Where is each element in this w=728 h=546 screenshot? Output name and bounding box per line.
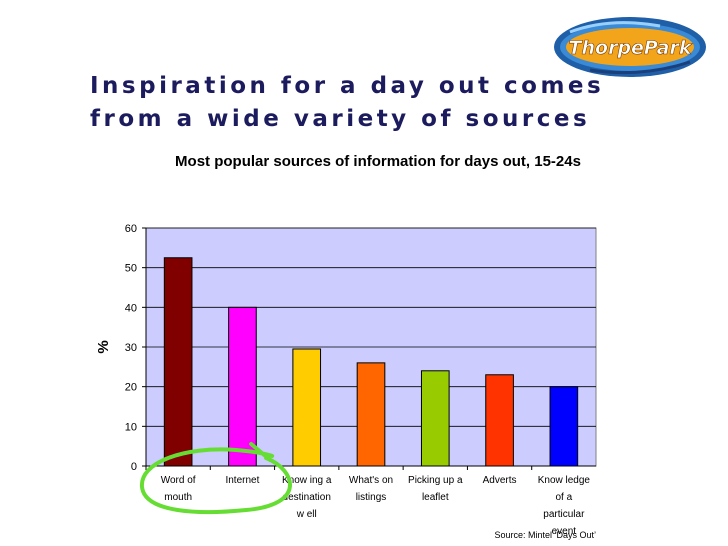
x-tick-label: Picking up a leaflet [408, 475, 463, 503]
y-tick-label: 60 [125, 223, 137, 235]
y-tick-label: 50 [125, 263, 137, 275]
y-tick-label: 20 [125, 382, 137, 394]
x-tick-label: What's on listings [349, 475, 393, 503]
y-axis-label: % [95, 340, 112, 353]
bar [356, 362, 386, 467]
bar [420, 370, 450, 467]
bar [163, 257, 193, 467]
highlight-circle [140, 442, 292, 515]
thorpe-park-logo: ThorpePark [554, 17, 706, 77]
source-note: Source: Mintel ‘Days Out’ [494, 530, 596, 540]
x-tick-label: Word of mouth [161, 475, 196, 503]
x-tick-label: Know ledge of a particular event [538, 475, 591, 537]
bar [292, 348, 322, 467]
bar [485, 374, 514, 467]
bar [549, 386, 579, 467]
y-tick-label: 30 [125, 342, 137, 354]
chart-title: Most popular sources of information for … [175, 153, 581, 170]
slide-title: Inspiration for a day out comes from a w… [90, 73, 605, 132]
bar [228, 306, 257, 467]
x-tick-label: Internet [225, 475, 259, 486]
y-tick-label: 40 [125, 302, 137, 314]
x-tick-label: Know ing a destination w ell [282, 475, 332, 520]
x-tick-label: Adverts [483, 475, 517, 486]
svg-text:ThorpePark: ThorpePark [569, 37, 693, 59]
y-tick-label: 10 [125, 421, 137, 433]
y-tick-label: 0 [131, 461, 137, 473]
